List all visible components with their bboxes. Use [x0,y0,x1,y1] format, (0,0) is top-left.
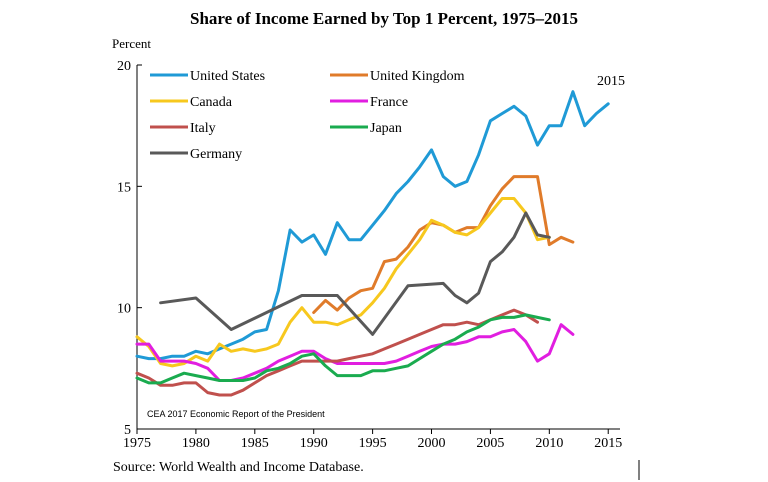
annotation-year: 2015 [597,74,625,89]
y-tick-label: 20 [117,59,131,74]
x-tick-label: 1975 [123,436,151,451]
series-lines [135,90,610,397]
x-tick-label: 1985 [241,436,269,451]
y-axis-label: Percent [112,36,151,51]
series-line-germany [159,211,551,336]
plot-area: 5 10 15 20 1975 1980 1985 1990 1995 2000 2005 2010… [117,59,622,451]
x-tick-label: 2010 [535,436,563,451]
x-tick-label: 2000 [418,436,446,451]
y-axis-ticks: 5 10 15 20 [117,59,142,438]
legend-label-united-kingdom: United Kingdom [370,69,465,84]
y-tick-label: 10 [117,302,131,317]
series-line-japan [135,313,551,385]
series-line-france [135,323,575,382]
series-line-united-kingdom [312,175,575,314]
legend-label-france: France [370,95,408,110]
y-tick-label: 5 [124,423,131,438]
legend: United States United Kingdom Canada France I… [150,69,465,162]
series-line-canada [135,197,551,368]
chart-title: Share of Income Earned by Top 1 Percent,… [190,9,578,28]
series-line-italy [135,308,539,397]
legend-label-japan: Japan [370,121,402,136]
legend-label-italy: Italy [190,121,216,136]
legend-label-germany: Germany [190,147,242,162]
x-tick-label: 1995 [359,436,387,451]
legend-label-canada: Canada [190,95,233,110]
x-tick-label: 1980 [182,436,210,451]
x-axis-ticks: 1975 1980 1985 1990 1995 2000 2005 2010 2015 [123,429,622,451]
x-tick-label: 1990 [300,436,328,451]
x-tick-label: 2005 [476,436,504,451]
source-note: Source: World Wealth and Income Database… [113,460,364,475]
legend-label-united-states: United States [190,69,265,84]
report-caption: CEA 2017 Economic Report of the Presiden… [147,409,325,419]
x-tick-label: 2015 [594,436,622,451]
y-tick-label: 15 [117,180,131,195]
